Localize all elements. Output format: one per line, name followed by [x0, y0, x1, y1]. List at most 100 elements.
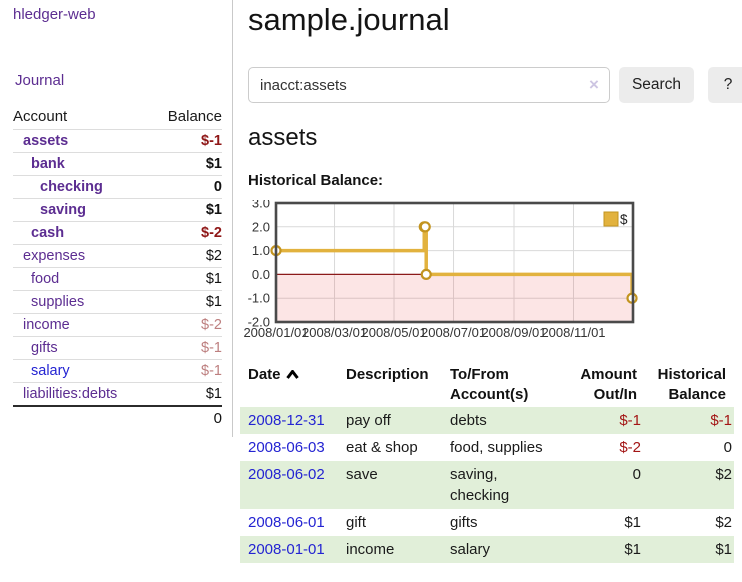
sidebar-total-row: 0 [13, 405, 222, 430]
account-balance: $2 [150, 244, 222, 268]
account-balance: $1 [150, 152, 222, 176]
account-link-supplies[interactable]: supplies [31, 294, 85, 310]
x-tick-label: 2008/09/01 [481, 325, 546, 340]
account-cell: saving [13, 198, 151, 222]
header-line: Balance [668, 386, 726, 403]
transaction-date-cell: 2008-12-31 [240, 407, 338, 434]
account-link-assets[interactable]: assets [23, 133, 69, 149]
transaction-balance: $2 [715, 514, 732, 531]
account-link-liabilities-debts[interactable]: liabilities:debts [23, 386, 118, 402]
account-cell: assets [13, 129, 151, 153]
app-brand-link[interactable]: hledger-web [13, 6, 96, 23]
x-tick-label: 2008/07/01 [421, 325, 486, 340]
sidebar-header-row: Account Balance [13, 106, 222, 130]
account-balance: $-1 [150, 336, 222, 360]
account-link-cash[interactable]: cash [31, 225, 65, 241]
account-column-header: Account [13, 106, 151, 130]
clear-search-icon[interactable]: × [589, 75, 599, 94]
transaction-date-link[interactable]: 2008-01-01 [248, 541, 325, 558]
page-title: sample.journal [248, 2, 450, 37]
main-content: sample.journal × Search ? assets Histori… [240, 0, 742, 582]
header-line: Account(s) [450, 386, 529, 403]
register-row: 2008-12-31 pay off debts $-1 $-1 [240, 407, 734, 434]
transaction-balance: $2 [715, 466, 732, 483]
account-link-gifts[interactable]: gifts [31, 340, 58, 356]
header-line: Historical [657, 366, 726, 383]
sidebar-account-row: salary $-1 [13, 359, 222, 383]
sidebar-item-journal[interactable]: Journal [15, 72, 65, 89]
header-line: Date [248, 365, 330, 385]
account-link-saving[interactable]: saving [40, 202, 86, 218]
register-row: 2008-01-01 income salary $1 $1 [240, 536, 734, 563]
account-cell: cash [13, 221, 151, 245]
sidebar-account-row: income $-2 [13, 313, 222, 337]
sidebar-account-row: expenses $2 [13, 244, 222, 268]
transaction-accounts: debts [450, 412, 487, 429]
header-line: Description [346, 366, 429, 383]
transaction-amount: $-1 [619, 412, 641, 429]
account-link-food[interactable]: food [31, 271, 60, 287]
x-tick-label: 2008/03/01 [302, 325, 367, 340]
register-column-header[interactable]: Date [240, 363, 338, 407]
accounts-sidebar-table: Account Balance assets $-1 bank $1 checking 0… [13, 106, 222, 430]
transaction-balance: $1 [715, 541, 732, 558]
x-tick-label: 2008/01/01 [243, 325, 308, 340]
register-column-header: Historical Balance [645, 363, 734, 407]
register-column-header: To/From Account(s) [442, 363, 560, 407]
search-button[interactable]: Search [619, 67, 694, 103]
sidebar-account-row: checking 0 [13, 175, 222, 199]
sidebar-account-row: food $1 [13, 267, 222, 291]
sidebar-account-row: bank $1 [13, 152, 222, 176]
transaction-date-cell: 2008-06-03 [240, 434, 338, 461]
account-cell: bank [13, 152, 151, 176]
total-balance: 0 [150, 405, 222, 430]
account-cell: gifts [13, 336, 151, 360]
sidebar-account-row: liabilities:debts $1 [13, 382, 222, 407]
register-row: 2008-06-03 eat & shop food, supplies $-2 0 [240, 434, 734, 461]
account-cell: expenses [13, 244, 151, 268]
transaction-date-link[interactable]: 2008-06-01 [248, 514, 325, 531]
register-table: Date Description To/From Account(s) Amount Ou… [240, 363, 734, 563]
transaction-date-link[interactable]: 2008-06-03 [248, 439, 325, 456]
y-tick-label: 3.0 [252, 200, 270, 211]
transaction-accounts: salary [450, 541, 491, 558]
transaction-description: eat & shop [346, 439, 418, 456]
header-line: Amount [580, 366, 637, 383]
header-line: Out/In [593, 386, 637, 403]
account-cell: salary [13, 359, 151, 383]
transaction-date-link[interactable]: 2008-06-02 [248, 466, 325, 483]
account-heading: assets [248, 124, 318, 151]
sidebar-account-row: saving $1 [13, 198, 222, 222]
account-cell: liabilities:debts [13, 382, 151, 407]
account-link-salary[interactable]: salary [31, 363, 70, 379]
account-link-bank[interactable]: bank [31, 156, 65, 172]
account-link-expenses[interactable]: expenses [23, 248, 86, 264]
help-button[interactable]: ? [708, 67, 742, 103]
register-header-row: Date Description To/From Account(s) Amount Ou… [240, 363, 734, 407]
sort-ascending-icon [285, 370, 299, 379]
y-tick-label: -2.0 [248, 315, 270, 330]
chart-title: Historical Balance: [248, 172, 384, 189]
account-balance: $-1 [150, 129, 222, 153]
transaction-amount: $-2 [619, 439, 641, 456]
account-link-income[interactable]: income [23, 317, 70, 333]
account-balance: 0 [150, 175, 222, 199]
account-cell: checking [13, 175, 151, 199]
transaction-date-link[interactable]: 2008-12-31 [248, 412, 325, 429]
search-input[interactable] [248, 67, 610, 103]
transaction-date-cell: 2008-06-02 [240, 461, 338, 509]
x-tick-label: 2008/11/01 [541, 325, 605, 340]
account-balance: $1 [150, 290, 222, 314]
account-balance: $-1 [150, 359, 222, 383]
historical-balance-chart: $3.0 2.0 1.0 0.0 -1.0 -2.0 2008/01/01 2008/03/0… [240, 196, 742, 348]
account-cell: income [13, 313, 151, 337]
transaction-date-cell: 2008-06-01 [240, 509, 338, 536]
y-tick-label: 0.0 [252, 267, 270, 282]
account-balance: $1 [150, 267, 222, 291]
transaction-accounts: saving, checking [450, 466, 510, 504]
transaction-description: pay off [346, 412, 391, 429]
register-column-header: Description [338, 363, 442, 407]
transaction-balance: $-1 [710, 412, 732, 429]
transaction-description: income [346, 541, 395, 558]
account-link-checking[interactable]: checking [40, 179, 103, 195]
